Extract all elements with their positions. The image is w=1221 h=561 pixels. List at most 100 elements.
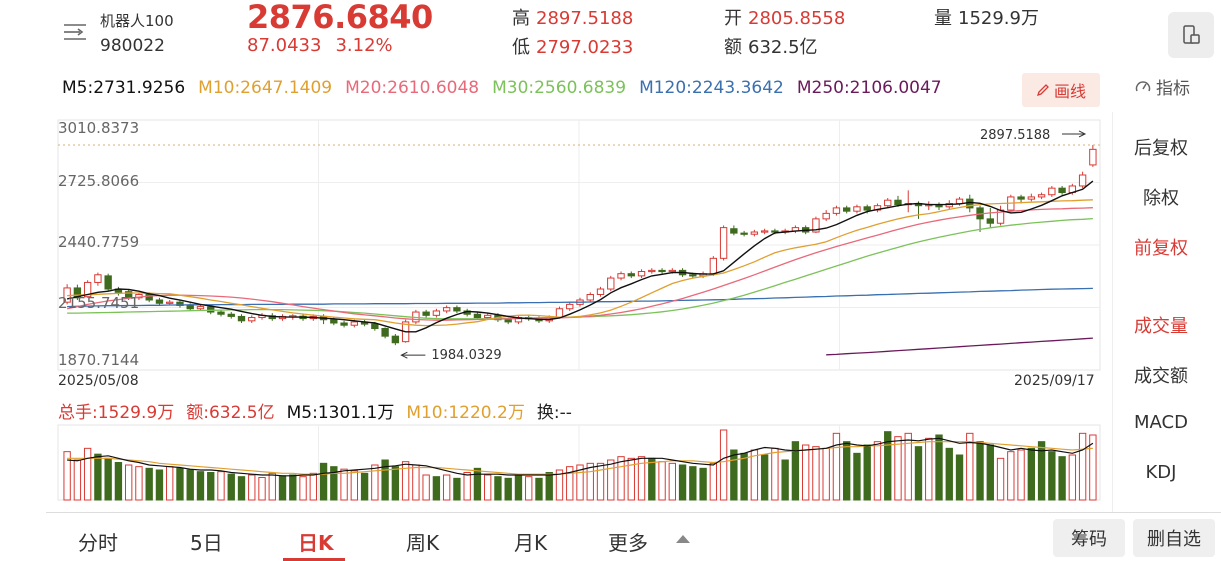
volume-bar xyxy=(391,466,400,501)
candle-body xyxy=(1058,187,1066,194)
candle-body xyxy=(83,281,92,298)
volume-bar xyxy=(1089,434,1097,501)
pencil-icon xyxy=(1036,84,1049,97)
volume-bar xyxy=(945,447,953,501)
volume-bar xyxy=(637,456,646,501)
vol-ma10-line xyxy=(67,441,1093,475)
remove-watchlist-button[interactable]: 删自选 xyxy=(1133,519,1215,557)
volume-bar xyxy=(996,457,1005,501)
draw-line-button[interactable]: 画线 xyxy=(1022,73,1100,107)
volume-bar xyxy=(678,464,687,501)
min-price-label: 1984.0329 xyxy=(431,348,501,363)
candle-body xyxy=(1078,174,1087,187)
volume-bar xyxy=(166,466,174,501)
tab-5day[interactable]: 5日 xyxy=(190,531,223,555)
volume-amount: 额:632.5亿 xyxy=(186,403,275,423)
start-date: 2025/05/08 xyxy=(58,373,139,389)
volume-bar xyxy=(504,477,512,501)
candle-body xyxy=(422,311,430,316)
ma5-line xyxy=(66,180,1094,333)
candle-body xyxy=(1017,196,1025,200)
candle-body xyxy=(442,307,451,312)
volume-bar xyxy=(248,474,256,501)
volume-bar xyxy=(1017,449,1025,501)
volume-bar xyxy=(781,459,789,501)
ma30-label: M30:2560.6839 xyxy=(492,78,627,98)
stock-code: 980022 xyxy=(100,36,165,56)
indicator-button[interactable]: 指标 xyxy=(1134,74,1190,99)
y-tick-bottom: 1870.7144 xyxy=(58,351,140,369)
candle-body xyxy=(986,218,994,224)
side-item-back-adjust[interactable]: 后复权 xyxy=(1134,138,1188,159)
volume-bar xyxy=(699,467,707,501)
tab-intraday[interactable]: 分时 xyxy=(78,531,118,555)
candle-body xyxy=(340,322,348,326)
volume-legend: 总手:1529.9万 额:632.5亿 M5:1301.1万 M10:1220.2万换… xyxy=(58,398,596,423)
side-panel: 后复权 除权 前复权 成交量 成交额 MACD KDJ xyxy=(1112,112,1208,512)
volume-bar xyxy=(63,451,71,501)
volume-bar xyxy=(709,462,718,501)
volume-bar xyxy=(340,468,348,501)
max-price-label: 2897.5188 xyxy=(980,128,1050,143)
side-item-macd[interactable]: MACD xyxy=(1134,412,1188,433)
volume-bar xyxy=(730,449,738,501)
candle-body xyxy=(689,274,697,277)
volume-bar xyxy=(525,476,533,501)
side-item-turnover[interactable]: 成交额 xyxy=(1134,366,1188,387)
volume-bar xyxy=(371,464,379,501)
volume-bar xyxy=(494,476,502,501)
chevron-up-icon[interactable] xyxy=(676,535,690,543)
tab-monthly-k[interactable]: 月K xyxy=(514,531,548,555)
side-item-forward-adjust[interactable]: 前复权 xyxy=(1134,238,1188,259)
side-item-kdj[interactable]: KDJ xyxy=(1145,462,1177,483)
ma10-label: M10:2647.1409 xyxy=(198,78,333,98)
volume-bar xyxy=(176,467,184,501)
candle-body xyxy=(760,230,769,233)
volume-bar xyxy=(258,477,266,501)
side-item-ex-rights[interactable]: 除权 xyxy=(1143,188,1179,209)
volume-bar xyxy=(1027,447,1036,501)
landscape-toggle-button[interactable] xyxy=(1168,12,1214,58)
candle-body xyxy=(863,206,871,211)
menu-icon[interactable] xyxy=(62,22,88,42)
volume-bar xyxy=(330,466,338,501)
chips-button[interactable]: 筹码 xyxy=(1053,519,1125,557)
volume-bar xyxy=(596,462,605,501)
vol-m5: M5:1301.1万 xyxy=(286,403,395,423)
volume-bar xyxy=(914,446,923,501)
total-hands: 总手:1529.9万 xyxy=(58,403,175,423)
volume-bar xyxy=(627,457,635,501)
volume-bar xyxy=(873,441,882,501)
volume-bar xyxy=(668,462,676,501)
volume-bar xyxy=(986,444,994,501)
candle-body xyxy=(504,319,512,323)
volume-bar xyxy=(832,432,841,501)
tab-daily-k[interactable]: 日K xyxy=(298,531,334,555)
y-tick-4: 2155.7451 xyxy=(58,294,140,312)
candle-body xyxy=(668,269,676,273)
volume-bar xyxy=(535,477,543,501)
kline-chart[interactable]: 2897.5188 1984.0329 xyxy=(0,110,1110,510)
ma20-line xyxy=(66,207,1093,321)
volume-bar xyxy=(955,454,964,501)
volume-bar xyxy=(207,472,215,501)
volume-stat: 量 1529.9万 xyxy=(934,4,1039,30)
volume-bar xyxy=(740,452,748,501)
y-tick-top: 3010.8373 xyxy=(58,119,140,137)
candle-body xyxy=(330,319,338,324)
period-tab-bar: 分时 5日 日K 周K 月K 更多 筹码 删自选 xyxy=(46,512,1221,561)
ma20-label: M20:2610.6048 xyxy=(345,78,480,98)
chart-annotations: 2897.5188 1984.0329 xyxy=(58,128,1100,363)
side-item-volume[interactable]: 成交量 xyxy=(1134,316,1188,337)
candle-body xyxy=(391,335,400,344)
candle-body xyxy=(248,317,256,322)
volume-bar xyxy=(555,469,564,501)
tab-weekly-k[interactable]: 周K xyxy=(406,531,440,555)
high-stat: 高 2897.5188 xyxy=(512,4,633,30)
volume-ma-lines xyxy=(67,437,1094,477)
ma-legend: M5:2731.9256 M10:2647.1409 M20:2610.6048 M3… xyxy=(62,78,955,98)
candle-body xyxy=(350,321,359,326)
tab-more[interactable]: 更多 xyxy=(608,531,648,555)
candle-body xyxy=(853,206,861,212)
volume-bars xyxy=(63,429,1097,501)
